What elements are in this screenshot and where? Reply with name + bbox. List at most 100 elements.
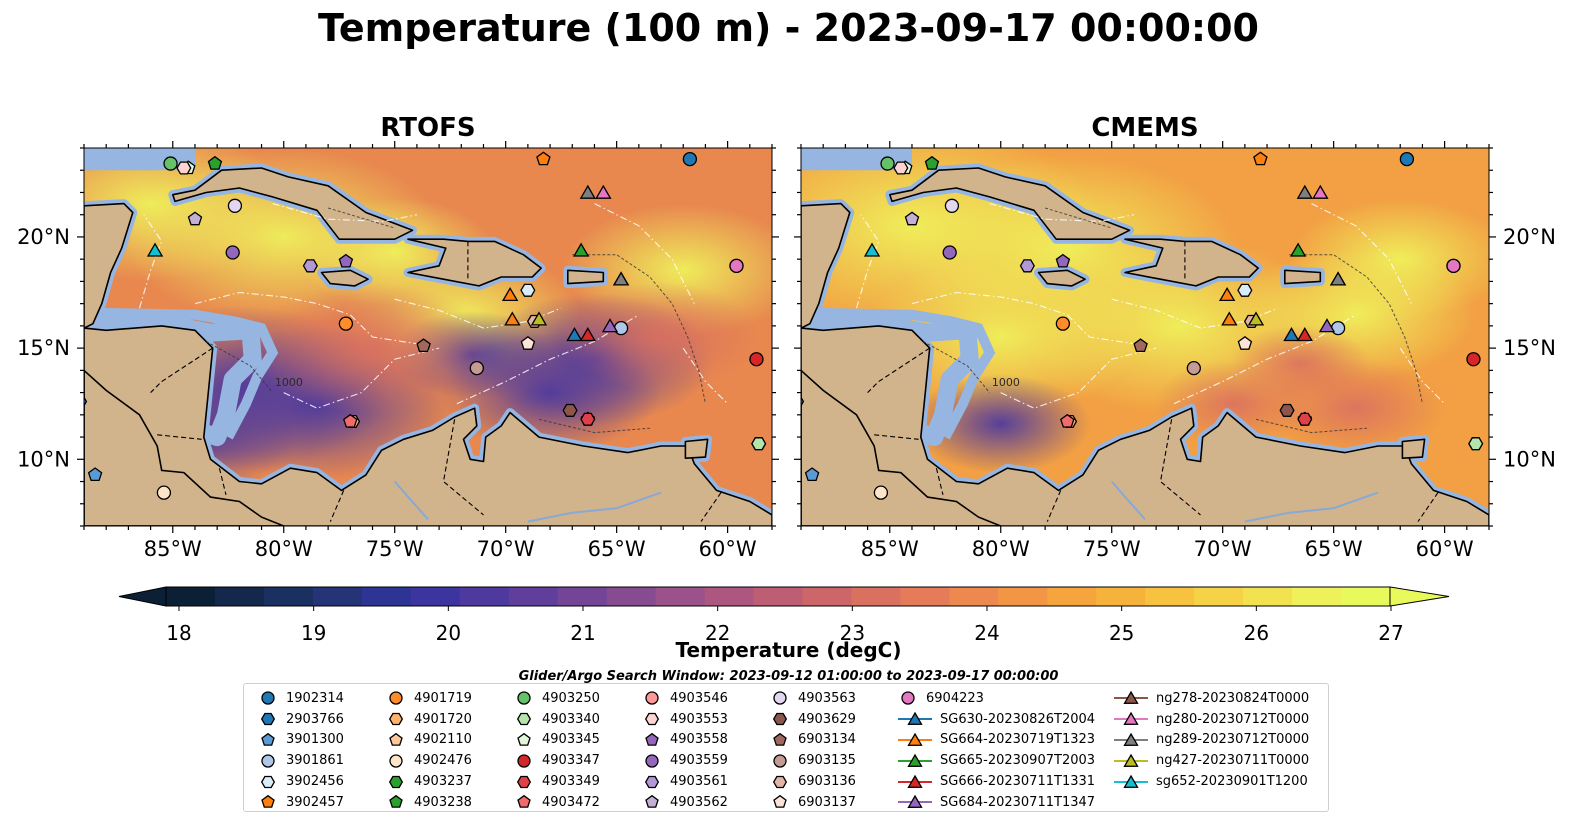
x-tick-label: 80°W bbox=[972, 537, 1030, 561]
colorbar-extend-high bbox=[1389, 586, 1450, 607]
legend-label: 4903347 bbox=[542, 753, 600, 769]
observation-marker bbox=[613, 320, 629, 336]
legend-label: 4903237 bbox=[414, 774, 472, 790]
legend-item: 4903345 bbox=[514, 730, 600, 751]
legend-item: 6903137 bbox=[770, 792, 856, 813]
legend-item: 4903546 bbox=[642, 688, 728, 709]
country-border bbox=[1046, 490, 1062, 522]
colorbar-segment bbox=[459, 587, 510, 606]
legend-label: 4903563 bbox=[798, 690, 856, 706]
observation-marker bbox=[612, 271, 630, 286]
observation-marker bbox=[893, 161, 909, 175]
legend-marker bbox=[644, 713, 660, 726]
legend-swatch bbox=[260, 775, 276, 788]
legend-swatch bbox=[645, 691, 659, 706]
observation-marker bbox=[1296, 326, 1313, 342]
legend-item: ng289-20230712T0000 bbox=[1114, 730, 1309, 751]
legend-marker bbox=[261, 795, 275, 809]
legend-label: 4901719 bbox=[414, 690, 472, 706]
observation-marker bbox=[1221, 311, 1238, 326]
legend-label: 4902110 bbox=[414, 732, 472, 748]
legend-label: ng427-20230711T0000 bbox=[1156, 753, 1310, 769]
legend-marker bbox=[517, 754, 531, 768]
legend-swatch bbox=[645, 732, 659, 746]
legend: 1902314 2903766 3901300 3901861 3902456 39024… bbox=[243, 683, 1329, 812]
land-mass bbox=[1401, 438, 1426, 460]
colorbar-segment bbox=[1194, 587, 1244, 606]
legend-label: 4903250 bbox=[542, 690, 600, 706]
legend-marker bbox=[261, 732, 275, 746]
legend-item: SG664-20230719T1323 bbox=[898, 730, 1095, 751]
observation-marker bbox=[207, 155, 223, 170]
observation-marker bbox=[146, 242, 164, 257]
legend-swatch bbox=[389, 732, 403, 746]
observation-marker bbox=[338, 316, 354, 331]
legend-item: 4903237 bbox=[386, 771, 472, 792]
legend-item: 6904223 bbox=[898, 688, 1095, 709]
isobath-contour bbox=[1289, 254, 1423, 404]
legend-marker bbox=[388, 713, 404, 726]
legend-label: 4903561 bbox=[670, 774, 728, 790]
legend-swatch bbox=[898, 711, 932, 726]
colorbar-segment bbox=[508, 587, 559, 606]
isobath-contour bbox=[327, 207, 395, 229]
legend-swatch bbox=[261, 691, 275, 706]
legend-marker bbox=[645, 754, 659, 768]
x-tick-label: 85°W bbox=[144, 537, 202, 561]
legend-marker bbox=[907, 795, 923, 809]
legend-marker bbox=[260, 713, 276, 726]
observation-marker bbox=[225, 245, 240, 260]
observation-marker bbox=[227, 198, 243, 213]
colorbar-segment bbox=[1047, 587, 1097, 606]
legend-swatch bbox=[261, 795, 275, 809]
observation-marker bbox=[530, 311, 548, 326]
legend-label: SG684-20230711T1347 bbox=[940, 794, 1096, 810]
legend-swatch bbox=[1114, 732, 1148, 746]
colorbar-tick-label: 20 bbox=[436, 621, 461, 645]
colorbar-tick-label: 19 bbox=[301, 621, 326, 645]
legend-swatch bbox=[644, 775, 660, 788]
legend-swatch bbox=[517, 732, 531, 746]
river bbox=[1110, 480, 1146, 520]
legend-swatch bbox=[1114, 774, 1148, 788]
legend-swatch bbox=[772, 713, 788, 726]
colorbar: 18 19 20 21 22 23 24 25 26 27 bbox=[118, 586, 1450, 645]
legend-item: SG665-20230907T2003 bbox=[898, 750, 1095, 771]
search-window-text: Glider/Argo Search Window: 2023-09-12 01… bbox=[518, 669, 1059, 684]
observation-marker bbox=[536, 151, 551, 166]
legend-label: 4903345 bbox=[542, 732, 600, 748]
observation-marker bbox=[880, 156, 895, 171]
observation-marker bbox=[1055, 316, 1071, 331]
observation-marker bbox=[84, 396, 88, 407]
observation-marker bbox=[187, 211, 203, 226]
colorbar-tick-label: 21 bbox=[570, 621, 595, 645]
isobath-contour bbox=[538, 418, 650, 434]
observation-marker bbox=[176, 161, 192, 175]
legend-item: ng278-20230824T0000 bbox=[1114, 688, 1309, 709]
land-mass bbox=[407, 238, 543, 287]
map-panel-cmems: 1000 bbox=[801, 148, 1489, 526]
legend-marker bbox=[389, 754, 403, 768]
colorbar-segment bbox=[606, 587, 657, 606]
legend-marker bbox=[644, 775, 660, 788]
colorbar-tick-label: 18 bbox=[166, 621, 191, 645]
legend-marker bbox=[261, 754, 275, 768]
colorbar-segment bbox=[1243, 587, 1293, 606]
legend-item: 4903250 bbox=[514, 688, 600, 709]
legend-label: SG664-20230719T1323 bbox=[940, 732, 1096, 748]
land-mass bbox=[888, 167, 1131, 240]
observation-marker bbox=[156, 485, 172, 500]
legend-marker bbox=[645, 795, 659, 809]
x-tick-label: 80°W bbox=[255, 537, 313, 561]
legend-label: SG666-20230711T1331 bbox=[940, 774, 1096, 790]
river bbox=[527, 491, 662, 523]
map-frame bbox=[83, 147, 773, 527]
observation-marker bbox=[682, 151, 698, 167]
eez-boundary bbox=[911, 291, 1134, 345]
colorbar-segment bbox=[361, 587, 412, 606]
eez-boundary bbox=[1000, 347, 1157, 409]
legend-item: 6903134 bbox=[770, 730, 856, 751]
legend-swatch bbox=[645, 795, 659, 809]
contour-label: 1000 bbox=[992, 376, 1020, 389]
river bbox=[1244, 491, 1379, 523]
